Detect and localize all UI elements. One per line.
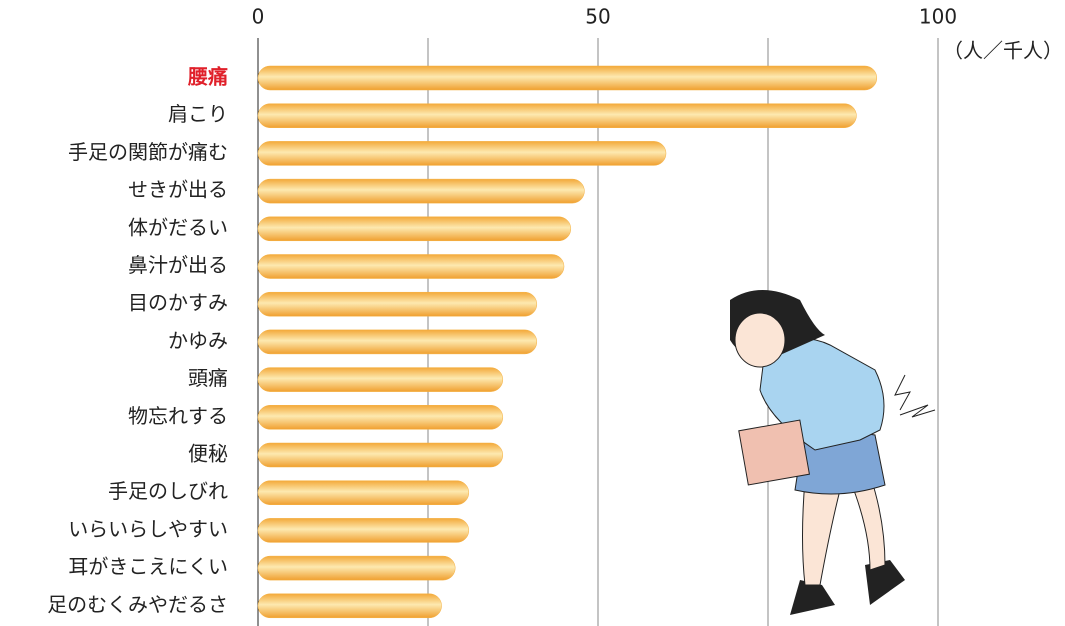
- bar: [258, 66, 877, 90]
- bar: [258, 141, 666, 165]
- x-tick-label: 100: [919, 5, 957, 29]
- y-tick-label: 鼻汁が出る: [128, 253, 228, 277]
- y-tick-label: 便秘: [188, 442, 228, 466]
- bar: [258, 405, 503, 429]
- bar: [258, 556, 455, 580]
- bar: [258, 330, 537, 354]
- x-tick-label: 50: [585, 5, 610, 29]
- unit-label: （人／千人）: [943, 39, 1063, 63]
- y-tick-label: 耳がきこえにくい: [68, 555, 228, 579]
- y-tick-label: 手足のしびれ: [108, 479, 228, 503]
- bar: [258, 368, 503, 392]
- bar: [258, 217, 571, 241]
- bar: [258, 481, 469, 505]
- y-tick-label: かゆみ: [168, 328, 228, 352]
- y-tick-label: 頭痛: [188, 366, 228, 390]
- y-tick-label: 目のかすみ: [128, 291, 228, 315]
- bar: [258, 179, 584, 203]
- y-tick-label: 腰痛: [187, 65, 228, 89]
- bar: [258, 594, 442, 618]
- bar: [258, 292, 537, 316]
- y-tick-label: 肩こり: [168, 102, 228, 126]
- y-tick-label: 足のむくみやだるさ: [47, 592, 228, 616]
- bar: [258, 518, 469, 542]
- chart: （人／千人） 0 50 100 腰痛肩こり手足の関節が痛むせきが出る体がだるい鼻汁が出…: [0, 0, 1065, 626]
- illustration: [730, 290, 935, 615]
- y-tick-label: 体がだるい: [128, 215, 228, 239]
- y-tick-label: 物忘れする: [128, 404, 228, 428]
- x-tick-label: 0: [252, 5, 265, 29]
- bar: [258, 104, 856, 128]
- y-tick-label: いらいらしやすい: [68, 517, 228, 541]
- bar: [258, 255, 564, 279]
- bar: [258, 443, 503, 467]
- y-tick-label: 手足の関節が痛む: [68, 140, 228, 164]
- y-tick-label: せきが出る: [128, 178, 228, 202]
